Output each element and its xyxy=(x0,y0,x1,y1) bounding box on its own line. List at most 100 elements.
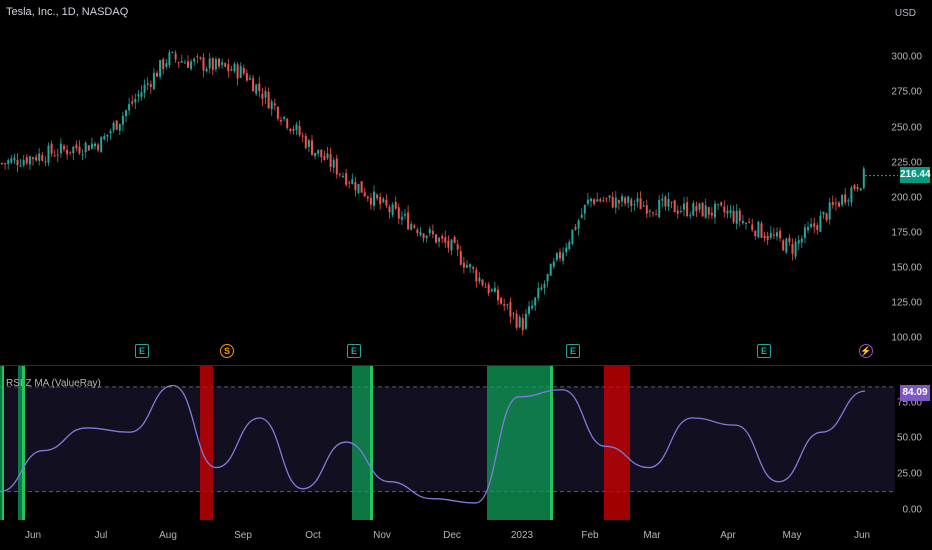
candle-body xyxy=(236,64,239,79)
candle-body xyxy=(583,204,586,214)
candle-body xyxy=(642,205,645,207)
candle-body xyxy=(159,59,162,77)
signal-zone xyxy=(487,366,552,520)
candle-body xyxy=(425,235,428,239)
candle-body xyxy=(689,215,692,217)
candle-body xyxy=(63,146,65,150)
candle-body xyxy=(509,301,512,317)
oscillator-axis-tick: 25.00 xyxy=(896,468,922,480)
candle-body xyxy=(428,228,431,234)
candle-body xyxy=(218,58,220,67)
candle-body xyxy=(611,196,614,208)
candle-body xyxy=(137,94,140,97)
candle-body xyxy=(118,123,121,131)
candle-body xyxy=(16,160,19,166)
oscillator-name[interactable]: RSI Z MA (ValueRay) xyxy=(6,378,101,389)
candle-body xyxy=(655,214,658,216)
candle-body xyxy=(245,73,248,81)
candle-body xyxy=(816,225,819,231)
candle-body xyxy=(723,206,726,213)
candle-body xyxy=(512,313,515,315)
candle-body xyxy=(342,175,344,177)
candle-body xyxy=(456,244,459,250)
candle-body xyxy=(664,196,667,207)
candle-body xyxy=(599,199,602,202)
candle-body xyxy=(490,289,493,292)
signal-zone xyxy=(18,366,25,520)
candle-body xyxy=(478,277,481,282)
candle-body xyxy=(25,157,28,164)
candle-body xyxy=(270,101,273,110)
candle-body xyxy=(822,211,825,215)
candle-body xyxy=(115,120,118,130)
candle-body xyxy=(351,179,354,184)
candle-body xyxy=(329,154,332,168)
candle-body xyxy=(506,304,509,306)
candle-body xyxy=(196,56,199,58)
candle-body xyxy=(295,124,298,130)
earnings-event-icon[interactable]: E xyxy=(757,344,771,358)
candle-body xyxy=(400,216,403,220)
candle-body xyxy=(813,223,816,227)
candle-body xyxy=(53,155,56,157)
candle-body xyxy=(180,61,183,63)
candle-body xyxy=(38,153,41,161)
candle-body xyxy=(673,200,676,213)
candle-body xyxy=(348,182,351,184)
candle-body xyxy=(286,118,289,128)
candle-body xyxy=(193,58,196,62)
candle-body xyxy=(87,145,90,151)
candle-body xyxy=(388,206,391,213)
candle-body xyxy=(252,78,255,92)
date-axis-tick: Mar xyxy=(643,530,661,541)
candle-body xyxy=(103,136,106,140)
candle-body xyxy=(648,210,651,212)
candle-body xyxy=(314,152,317,157)
candle-body xyxy=(431,230,434,235)
candle-body xyxy=(543,283,546,288)
candle-body xyxy=(462,262,465,268)
candle-body xyxy=(785,238,788,253)
candle-body xyxy=(397,207,400,219)
candle-body xyxy=(738,210,741,221)
oscillator-axis-tick: 50.00 xyxy=(896,432,922,444)
candle-body xyxy=(131,101,134,104)
candle-body xyxy=(788,237,791,243)
candle-body xyxy=(639,198,642,210)
dividend-event-icon[interactable]: S xyxy=(220,344,234,358)
oscillator-axis-tick: 0.00 xyxy=(902,504,922,516)
candle-body xyxy=(624,197,627,204)
candle-body xyxy=(289,128,292,131)
signal-zone xyxy=(200,366,213,520)
oscillator-band-fill xyxy=(0,386,895,492)
split-event-icon[interactable]: ⚡ xyxy=(859,344,873,358)
candle-body xyxy=(797,240,800,244)
candle-body xyxy=(645,205,648,214)
candle-body xyxy=(447,240,450,248)
earnings-event-icon[interactable]: E xyxy=(566,344,580,358)
pane-divider[interactable] xyxy=(0,365,932,366)
candle-body xyxy=(1,163,3,165)
candle-body xyxy=(751,224,754,231)
candle-body xyxy=(335,158,338,175)
candle-body xyxy=(140,92,143,97)
candle-body xyxy=(264,90,267,98)
price-axis-tick: 225.00 xyxy=(891,157,922,169)
earnings-event-icon[interactable]: E xyxy=(135,344,149,358)
earnings-event-icon[interactable]: E xyxy=(347,344,361,358)
candle-body xyxy=(84,142,87,153)
candle-body xyxy=(707,207,710,215)
candle-body xyxy=(75,144,78,149)
chart-title: Tesla, Inc., 1D, NASDAQ xyxy=(6,6,129,18)
candle-body xyxy=(373,191,375,206)
candle-body xyxy=(552,261,555,267)
candle-body xyxy=(701,202,704,217)
candle-body xyxy=(134,99,137,103)
candle-body xyxy=(81,154,84,156)
candle-body xyxy=(503,304,506,306)
candle-body xyxy=(35,156,38,161)
candle-body xyxy=(614,197,617,208)
candle-body xyxy=(317,149,320,154)
candle-body xyxy=(518,316,521,328)
